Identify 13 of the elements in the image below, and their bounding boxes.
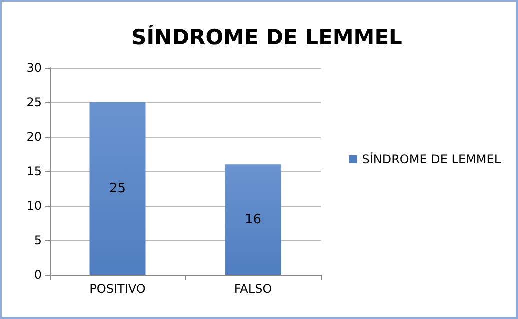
y-tick-label: 0 <box>34 268 42 282</box>
y-tick-label: 5 <box>34 234 42 248</box>
y-tick-label: 25 <box>26 96 42 110</box>
legend-label: SÍNDROME DE LEMMEL <box>362 152 502 166</box>
data-label: 25 <box>109 181 126 196</box>
data-label: 16 <box>244 212 262 228</box>
y-tick-label: 15 <box>26 164 42 178</box>
y-tick-label: 10 <box>26 199 42 213</box>
chart-title: SÍNDROME DE LEMMEL <box>132 24 402 50</box>
x-tick-label: FALSO <box>234 282 272 296</box>
y-tick-label: 30 <box>26 61 42 75</box>
y-tick-label: 20 <box>26 130 42 144</box>
x-tick-label: POSITIVO <box>90 282 146 296</box>
